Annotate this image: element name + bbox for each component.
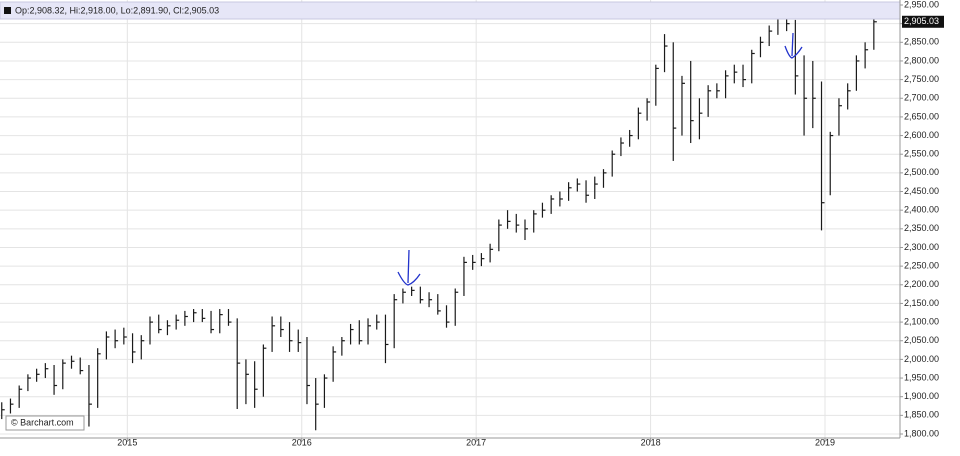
y-tick-label: 2,750.00 bbox=[904, 74, 939, 84]
y-tick-label: 2,350.00 bbox=[904, 223, 939, 233]
bars bbox=[1, 8, 877, 431]
y-tick-label: 2,250.00 bbox=[904, 261, 939, 271]
axis: 1,800.00 1,850.00 1,900.00 1,950.00 2,000.00… bbox=[117, 0, 944, 447]
y-tick-label: 2,200.00 bbox=[904, 279, 939, 289]
y-tick-label: 1,850.00 bbox=[904, 410, 939, 420]
y-tick-label: 2,600.00 bbox=[904, 130, 939, 140]
credit-box bbox=[5, 415, 85, 431]
last-price-box bbox=[902, 15, 944, 28]
y-tick-label: 1,950.00 bbox=[904, 372, 939, 382]
y-tick-label: 2,150.00 bbox=[904, 298, 939, 308]
legend-swatch bbox=[4, 7, 11, 14]
y-tick-label: 2,950.00 bbox=[904, 0, 939, 9]
y-tick-label: 1,800.00 bbox=[904, 428, 939, 438]
y-tick-label: 2,700.00 bbox=[904, 93, 939, 103]
legend-text: Op:2,908.32, Hi:2,918.00, Lo:2,891.90, C… bbox=[15, 5, 219, 15]
y-tick-label: 2,050.00 bbox=[904, 335, 939, 345]
credit: © Barchart.com bbox=[11, 417, 74, 427]
y-tick-label: 2,000.00 bbox=[904, 354, 939, 364]
y-tick-label: 2,500.00 bbox=[904, 167, 939, 177]
x-tick-label: 2017 bbox=[466, 437, 486, 447]
x-tick-label: 2016 bbox=[292, 437, 312, 447]
annotation-arrow bbox=[784, 32, 803, 59]
y-tick-label: 2,850.00 bbox=[904, 37, 939, 47]
annotation-arrow bbox=[397, 249, 421, 286]
y-tick-label: 2,400.00 bbox=[904, 205, 939, 215]
y-tick-label: 2,100.00 bbox=[904, 316, 939, 326]
x-tick-label: 2015 bbox=[117, 437, 137, 447]
y-tick-label: 2,650.00 bbox=[904, 111, 939, 121]
x-tick-label: 2019 bbox=[815, 437, 835, 447]
y-tick-label: 1,900.00 bbox=[904, 391, 939, 401]
y-tick-label: 2,800.00 bbox=[904, 55, 939, 65]
y-tick-label: 2,300.00 bbox=[904, 242, 939, 252]
last-price-label: 2,905.03 bbox=[904, 16, 939, 26]
y-tick-label: 2,550.00 bbox=[904, 149, 939, 159]
y-tick-label: 2,450.00 bbox=[904, 186, 939, 196]
x-tick-label: 2018 bbox=[641, 437, 661, 447]
